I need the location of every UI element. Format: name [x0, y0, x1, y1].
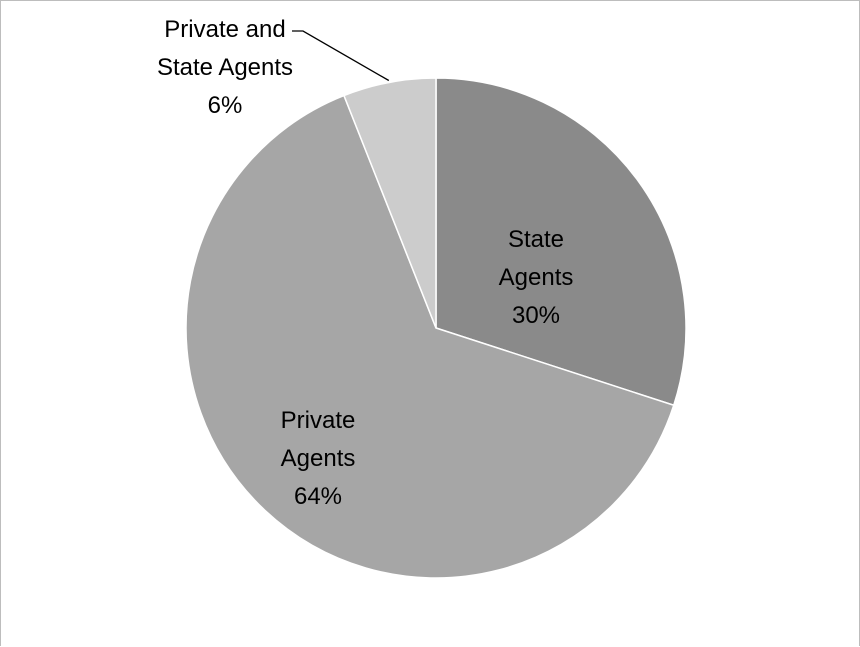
leader-line: [292, 30, 390, 82]
slice-value-label: 64%: [294, 483, 342, 510]
pie-slice-1: [185, 94, 675, 579]
slice-name-line: Agents: [499, 264, 574, 291]
slice-label-2: Private and State Agents 6%: [157, 16, 293, 119]
slices-layer: [185, 77, 687, 579]
slice-label-1: Private Agents 64%: [281, 407, 356, 510]
slice-name-line: Agents: [281, 445, 356, 472]
slice-name-line: Private: [281, 407, 356, 434]
slice-value-label: 6%: [208, 92, 243, 119]
slice-name-line: Private and: [164, 16, 285, 43]
leader-layer: [292, 30, 390, 82]
pie-slice-2: [342, 77, 437, 329]
slice-name-line: State Agents: [157, 54, 293, 81]
pie-slice-0: [435, 77, 687, 407]
labels-layer: State Agents 30% Private Agents 64% Private an…: [157, 16, 573, 510]
slice-value-label: 30%: [512, 302, 560, 329]
slice-label-0: State Agents 30%: [499, 226, 574, 329]
slice-name-line: State: [508, 226, 564, 253]
